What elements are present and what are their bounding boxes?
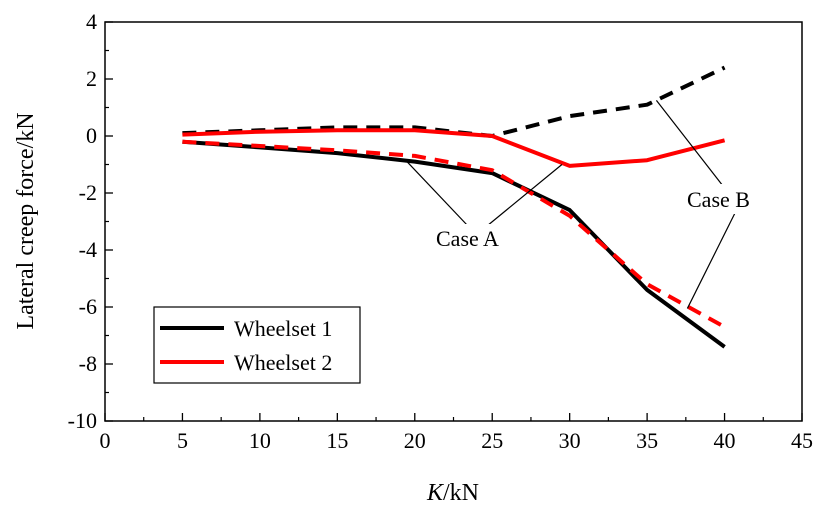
case-a-pointer-wheelset-2	[486, 164, 563, 227]
x-tick-label: 30	[559, 428, 581, 453]
legend-label-wheelset-2: Wheelset 2	[234, 350, 332, 375]
y-tick-label: -4	[79, 237, 97, 262]
series-line-case-a-wheelset-2	[182, 139, 726, 329]
y-tick-labels: -10 -8 -6 -4 -2 0 2 4	[68, 9, 97, 433]
annotation-bg-case-b	[684, 184, 770, 214]
x-tick-label: 20	[404, 428, 426, 453]
legend: Wheelset 1 Wheelset 2	[153, 306, 361, 384]
x-tick-labels: 0 5 10 15 20 25 30 35 40 45	[100, 428, 814, 453]
y-tick-label: -6	[79, 294, 97, 319]
series-line-case-b-wheelset-1	[182, 65, 726, 138]
x-tick-label: 45	[791, 428, 813, 453]
x-tick-label: 35	[636, 428, 658, 453]
axis-ticks	[104, 21, 803, 422]
legend-label-wheelset-1: Wheelset 1	[234, 316, 332, 341]
series-line-case-b-wheelset-2	[182, 128, 726, 168]
y-tick-label: -10	[68, 408, 97, 433]
case-a-pointer-wheelset-1	[406, 161, 469, 227]
y-tick-label: 2	[86, 66, 97, 91]
x-tick-label: 15	[326, 428, 348, 453]
x-tick-label: 40	[714, 428, 736, 453]
y-tick-label: -2	[79, 180, 97, 205]
annotation-bg-case-a	[433, 224, 515, 254]
x-tick-label: 25	[481, 428, 503, 453]
series-line-case-a-wheelset-1	[182, 139, 726, 349]
x-tick-label: 10	[249, 428, 271, 453]
y-tick-label: 4	[86, 9, 97, 34]
x-tick-label: 0	[100, 428, 111, 453]
annotation-pointers	[406, 100, 736, 309]
case-b-pointer-upper	[655, 100, 724, 187]
y-tick-label: 0	[86, 123, 97, 148]
y-tick-label: -8	[79, 351, 97, 376]
x-tick-label: 5	[177, 428, 188, 453]
x-axis-label: K/kN	[426, 480, 479, 506]
case-b-pointer-lower	[686, 212, 736, 309]
series-lines	[182, 65, 726, 349]
y-axis-label: Lateral creep force/kN	[13, 112, 39, 329]
annotation-case-b: Case B	[687, 187, 750, 212]
annotation-case-a: Case A	[436, 226, 499, 251]
legend-box	[153, 306, 361, 384]
